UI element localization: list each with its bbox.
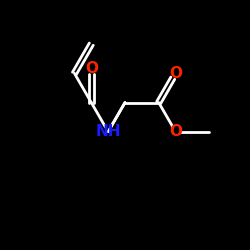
Text: NH: NH: [96, 124, 121, 139]
Text: O: O: [169, 66, 182, 81]
Text: O: O: [85, 61, 98, 76]
Text: O: O: [169, 124, 182, 139]
